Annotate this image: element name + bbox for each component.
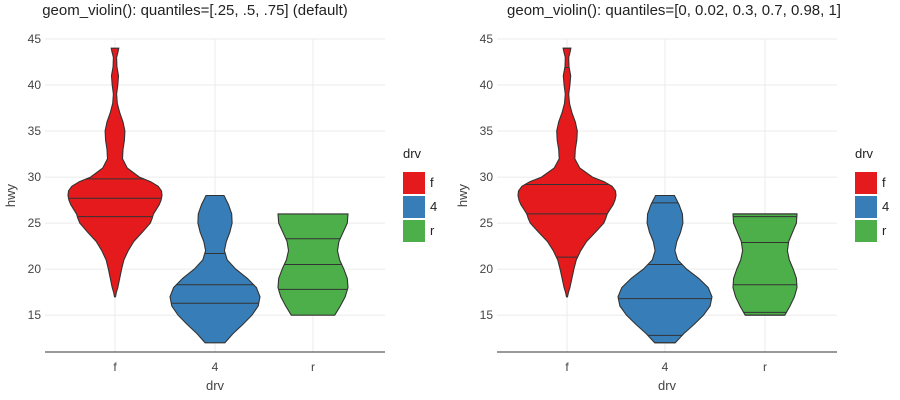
legend-label: 4 [430,199,437,214]
legend-label: r [882,223,887,238]
chart-title: geom_violin(): quantiles=[0, 0.02, 0.3, … [507,2,841,19]
y-axis-title: hwy [455,183,470,207]
y-tick-label: 40 [480,78,494,92]
y-tick-label: 25 [480,216,494,230]
chart-title: geom_violin(): quantiles=[.25, .5, .75] … [42,2,348,19]
y-tick-label: 20 [480,262,494,276]
x-axis-title: drv [206,378,225,393]
violin-4 [169,194,261,344]
y-tick-label: 35 [480,124,494,138]
y-tick-label: 30 [480,170,494,184]
legend-label: r [430,223,435,238]
x-tick-label: f [113,360,117,374]
violin-f [67,47,163,298]
y-tick-label: 35 [28,124,42,138]
violin-r [732,213,798,316]
legend-swatch-f [403,172,425,194]
chart-panel-left: geom_violin(): quantiles=[.25, .5, .75] … [3,2,437,393]
y-tick-label: 45 [480,32,494,46]
legend-swatch-f [855,172,877,194]
y-tick-label: 15 [28,308,42,322]
y-tick-label: 20 [28,262,42,276]
x-tick-label: r [311,360,315,374]
x-axis-title: drv [658,378,677,393]
legend-swatch-r [403,220,425,242]
legend-label: f [882,175,886,190]
x-tick-label: 4 [212,360,219,374]
legend-swatch-r [855,220,877,242]
legend-label: f [430,175,434,190]
x-tick-label: 4 [662,360,669,374]
legend-swatch-4 [403,196,425,218]
chart-panel-right: geom_violin(): quantiles=[0, 0.02, 0.3, … [455,2,889,393]
x-tick-label: f [565,360,569,374]
legend-label: 4 [882,199,889,214]
legend-title: drv [855,146,874,161]
y-tick-label: 40 [28,78,42,92]
y-tick-label: 45 [28,32,42,46]
x-tick-label: r [763,360,767,374]
y-tick-label: 25 [28,216,42,230]
y-tick-label: 15 [480,308,494,322]
y-tick-label: 30 [28,170,42,184]
y-axis-title: hwy [3,183,18,207]
legend-swatch-4 [855,196,877,218]
legend-title: drv [403,146,422,161]
